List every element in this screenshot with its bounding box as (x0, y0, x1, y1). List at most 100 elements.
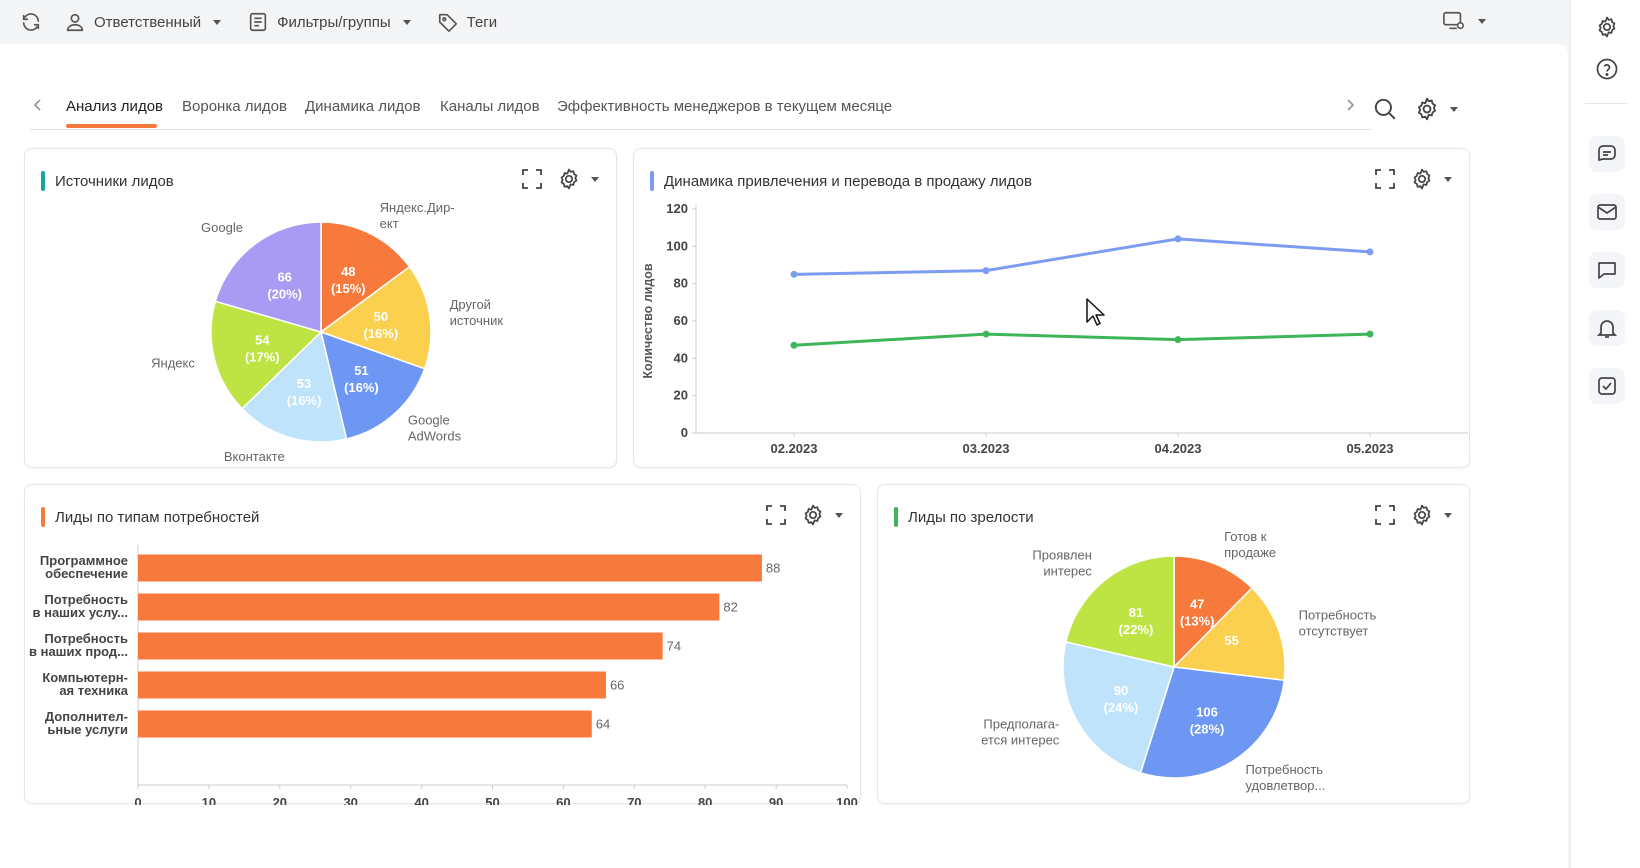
responsible-filter[interactable]: Ответственный (64, 11, 222, 33)
tabs-scroll-right[interactable] (1344, 97, 1356, 118)
series-point (982, 330, 990, 338)
mail-icon (1597, 204, 1617, 220)
dashboard-settings-button[interactable] (1414, 96, 1458, 122)
chat-bubbles-icon (1598, 145, 1616, 162)
notifications-button[interactable] (1589, 310, 1625, 346)
user-icon (66, 13, 84, 32)
slice-category-label: AdWords (408, 429, 462, 444)
slice-value-label: 106 (1196, 704, 1218, 719)
pie-slice (319, 265, 432, 370)
lead-needs-title: Лиды по типам потребностей (41, 507, 259, 527)
slice-percent-label: (20%) (267, 287, 302, 302)
slice-percent-label: (24%) (1104, 700, 1139, 715)
lead-sources-title: Источники лидов (41, 171, 174, 191)
card-tools (1374, 503, 1452, 527)
monitor-settings-icon (1443, 11, 1464, 30)
gear-icon (1598, 16, 1616, 38)
slice-percent-label: (22%) (1119, 622, 1154, 637)
lead-maturity-card: Лиды по зрелости 47 (13%) Готов к продаже 55… (877, 484, 1470, 804)
tabs-scroll-left[interactable] (32, 97, 44, 118)
slice-category-label: Google (408, 413, 450, 428)
messages-button[interactable] (1589, 252, 1625, 288)
category-label: в наших прод... (29, 644, 128, 659)
series-point (1174, 336, 1182, 344)
series-point (790, 270, 798, 278)
card-settings-button[interactable] (557, 167, 599, 191)
right-rail (1570, 0, 1640, 868)
help-icon (1596, 58, 1618, 80)
slice-category-label: Вконтакте (224, 449, 285, 464)
help-button[interactable] (1589, 51, 1625, 87)
bar-value-label: 64 (596, 717, 610, 732)
x-tick-label: 40 (414, 795, 428, 805)
gear-icon (1417, 97, 1437, 121)
slice-percent-label: (16%) (364, 326, 399, 341)
slice-percent-label: (15%) (331, 281, 366, 296)
tab-lead-dynamics[interactable]: Динамика лидов (305, 98, 421, 115)
pie-slice (1064, 555, 1175, 668)
tab-manager-efficiency[interactable]: Эффективность менеджеров в текущем месяц… (557, 98, 893, 115)
lead-dynamics-line-chart: 0 20 40 60 80 100 120 02.2023 03.2023 04.2023 05.2… (641, 201, 1468, 456)
gear-icon (560, 168, 578, 190)
active-tab-indicator (66, 124, 157, 128)
gear-icon (1413, 168, 1431, 190)
tab-lead-channels[interactable]: Каналы лидов (440, 98, 540, 115)
category-label: в наших услу... (32, 605, 128, 620)
slice-category-label: удовлетвор... (1245, 778, 1325, 793)
pie-slice (241, 330, 348, 443)
slice-value-label: 48 (341, 264, 355, 279)
chevron-down-icon (1450, 106, 1458, 112)
search-button[interactable] (1372, 96, 1398, 127)
bar (138, 671, 606, 699)
settings-button[interactable] (1589, 9, 1625, 45)
slice-percent-label: (13%) (1180, 614, 1215, 629)
tab-bar: Анализ лидов Воронка лидов Динамика лидо… (30, 94, 1372, 130)
tasks-button[interactable] (1589, 368, 1625, 404)
x-tick-label: 04.2023 (1155, 441, 1202, 456)
filters-groups-menu[interactable]: Фильтры/группы (247, 11, 411, 33)
tab-lead-funnel[interactable]: Воронка лидов (182, 98, 287, 115)
pie-slice (1062, 641, 1175, 774)
slice-value-label: 53 (297, 376, 311, 391)
bar-value-label: 88 (766, 561, 780, 576)
slice-value-label: 50 (374, 309, 388, 324)
refresh-icon (22, 13, 40, 31)
mail-button[interactable] (1589, 194, 1625, 230)
category-label: ая техника (59, 683, 128, 698)
lead-needs-bar-chart: 0102030405060708090100Количество88Програ… (29, 545, 858, 805)
category-label: Потребность (44, 592, 128, 607)
category-label: ьные услуги (47, 722, 128, 737)
card-settings-button[interactable] (1410, 167, 1452, 191)
series-point (982, 267, 990, 275)
x-tick-label: 0 (134, 795, 141, 805)
chevron-left-icon (33, 99, 41, 111)
card-settings-button[interactable] (801, 503, 843, 527)
slice-category-label: Google (201, 220, 243, 235)
card-tools (765, 503, 843, 527)
tab-lead-analysis[interactable]: Анализ лидов (66, 98, 164, 115)
category-label: Программное (40, 553, 128, 568)
series-point (1366, 248, 1374, 256)
display-settings-button[interactable] (1442, 10, 1486, 32)
y-tick-label: 60 (674, 313, 688, 328)
refresh-button[interactable] (20, 11, 42, 33)
fullscreen-icon[interactable] (521, 168, 543, 190)
chats-button[interactable] (1589, 136, 1625, 172)
fullscreen-icon[interactable] (1374, 504, 1396, 526)
chevron-down-icon (213, 19, 222, 25)
fullscreen-icon[interactable] (1374, 168, 1396, 190)
rail-divider (1585, 103, 1627, 104)
title-accent-bar (41, 507, 45, 527)
lead-maturity-pie-chart: 47(13%)Готов кпродаже55Потребностьотсутс… (981, 529, 1376, 793)
slice-category-label: продаже (1224, 545, 1276, 560)
pie-slice (1172, 586, 1286, 682)
lead-dynamics-title: Динамика привлечения и перевода в продаж… (650, 171, 1032, 191)
list-document-icon (249, 12, 267, 32)
fullscreen-icon[interactable] (765, 504, 787, 526)
card-tools (521, 167, 599, 191)
y-tick-label: 20 (674, 388, 688, 403)
tags-menu[interactable]: Теги (437, 11, 497, 33)
card-settings-button[interactable] (1410, 503, 1452, 527)
series-line (793, 237, 1371, 276)
x-tick-label: 70 (627, 795, 641, 805)
